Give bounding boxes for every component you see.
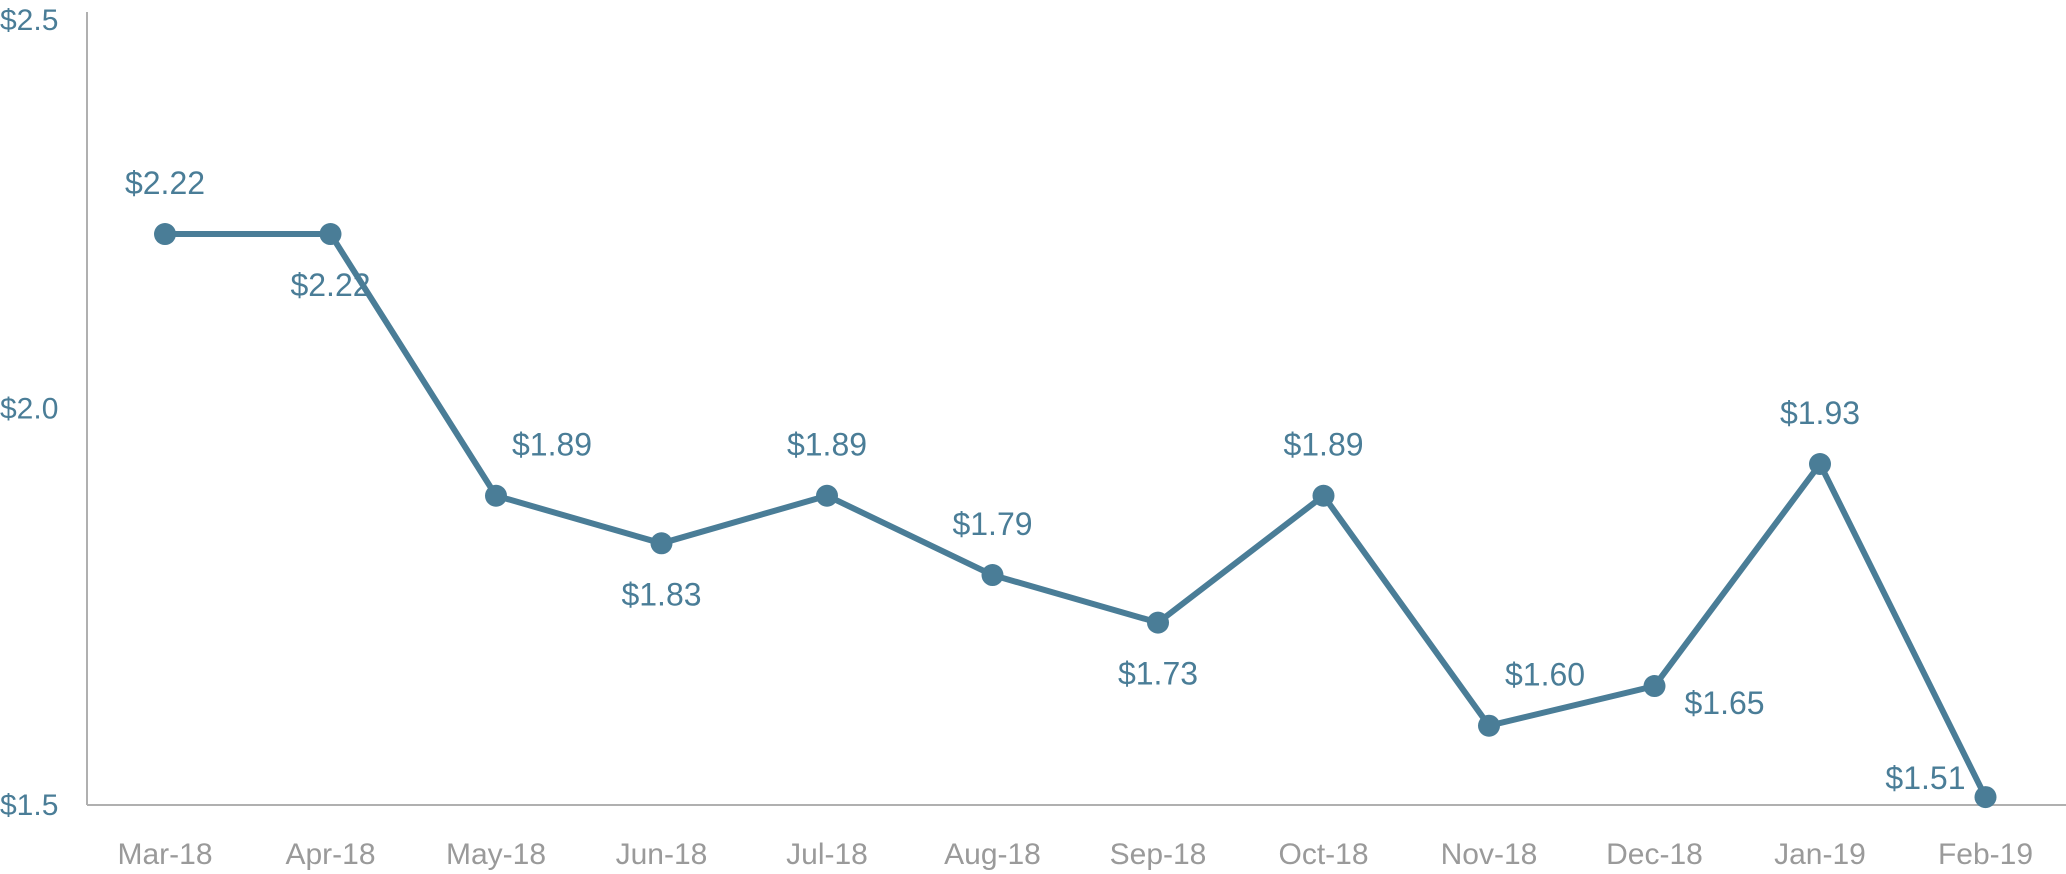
- x-tick-label: Jan-19: [1774, 838, 1866, 871]
- data-label: $1.79: [952, 506, 1032, 542]
- data-label: $1.89: [1283, 427, 1363, 463]
- x-tick-label: May-18: [446, 838, 546, 871]
- data-point: [154, 223, 176, 246]
- data-point: [816, 484, 838, 507]
- data-label: $1.60: [1505, 657, 1585, 693]
- data-point: [319, 223, 342, 246]
- y-tick-label: $1.5: [0, 789, 58, 822]
- data-point: [981, 564, 1004, 587]
- x-tick-label: Apr-18: [285, 838, 375, 871]
- x-tick-label: Oct-18: [1278, 838, 1368, 871]
- data-label: $1.83: [621, 576, 701, 612]
- data-label: $2.22: [125, 165, 205, 201]
- y-tick-label: $2.5: [0, 4, 58, 37]
- x-axis-ticks: Mar-18 Apr-18 May-18 Jun-18 Jul-18 Aug-18 Sep-…: [117, 838, 2033, 871]
- data-label: $2.22: [290, 267, 370, 303]
- x-tick-label: Nov-18: [1441, 838, 1538, 871]
- data-label: $1.89: [787, 427, 867, 463]
- data-point: [1974, 786, 1997, 809]
- data-point: [485, 484, 507, 507]
- data-label: $1.51: [1885, 760, 1965, 796]
- y-axis-ticks: $1.5 $2.0 $2.5: [0, 4, 58, 822]
- series-group: [154, 223, 1997, 809]
- series-line: [162, 231, 1989, 801]
- data-point: [1809, 453, 1831, 476]
- x-tick-label: Sep-18: [1110, 838, 1207, 871]
- x-tick-label: Mar-18: [117, 838, 212, 871]
- data-label: $1.89: [512, 427, 592, 463]
- x-tick-label: Jun-18: [616, 838, 708, 871]
- data-point: [1312, 484, 1335, 507]
- data-point: [1147, 611, 1169, 634]
- data-label: $1.65: [1685, 685, 1765, 721]
- data-point: [1643, 675, 1666, 698]
- axes: [86, 12, 2066, 806]
- data-labels: $2.22 $2.22 $1.89 $1.83 $1.89 $1.79 $1.73 $1.89…: [125, 165, 1966, 796]
- x-tick-label: Feb-19: [1938, 838, 2033, 871]
- data-label: $1.73: [1118, 656, 1198, 692]
- data-label: $1.93: [1780, 395, 1860, 431]
- data-point: [1478, 714, 1500, 737]
- x-tick-label: Aug-18: [944, 838, 1041, 871]
- y-tick-label: $2.0: [0, 393, 58, 426]
- x-tick-label: Jul-18: [786, 838, 868, 871]
- data-point: [650, 532, 673, 555]
- x-tick-label: Dec-18: [1606, 838, 1703, 871]
